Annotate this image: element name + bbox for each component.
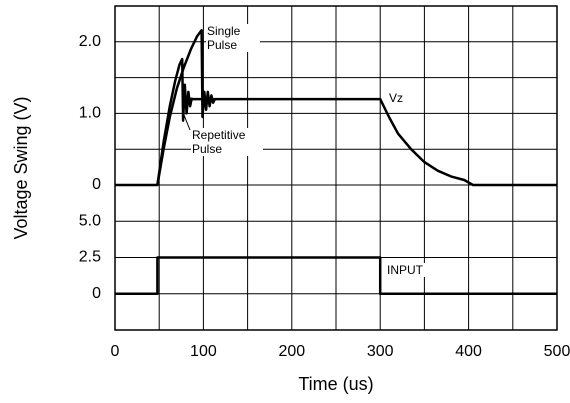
plot-frame [114,5,558,331]
x-tick-label: 0 [111,343,120,360]
series-line [115,29,217,187]
x-tick-label: 200 [278,343,305,360]
x-tick-label: 300 [367,343,394,360]
series-annotation: Single Pulse [206,24,260,52]
x-tick-label: 400 [455,343,482,360]
series-annotation: Vz [388,91,420,105]
x-tick-label: 100 [190,343,217,360]
y-tick-label: 5.0 [79,212,101,229]
leader-line [183,114,191,131]
series-line [156,57,194,186]
y-tick-label: 0 [92,285,101,302]
series-annotation: Repetitive Pulse [191,128,263,156]
y-axis-label: Voltage Swing (V) [11,96,31,239]
y-tick-label: 0 [92,176,101,193]
y-tick-label: 1.0 [79,105,101,122]
x-axis-label: Time (us) [298,374,373,394]
y-tick-label: 2.0 [79,33,101,50]
y-tick-label: 2.5 [79,249,101,266]
x-tick-label: 500 [544,343,570,360]
series-line [115,256,557,296]
series-annotation: INPUT [386,263,438,277]
